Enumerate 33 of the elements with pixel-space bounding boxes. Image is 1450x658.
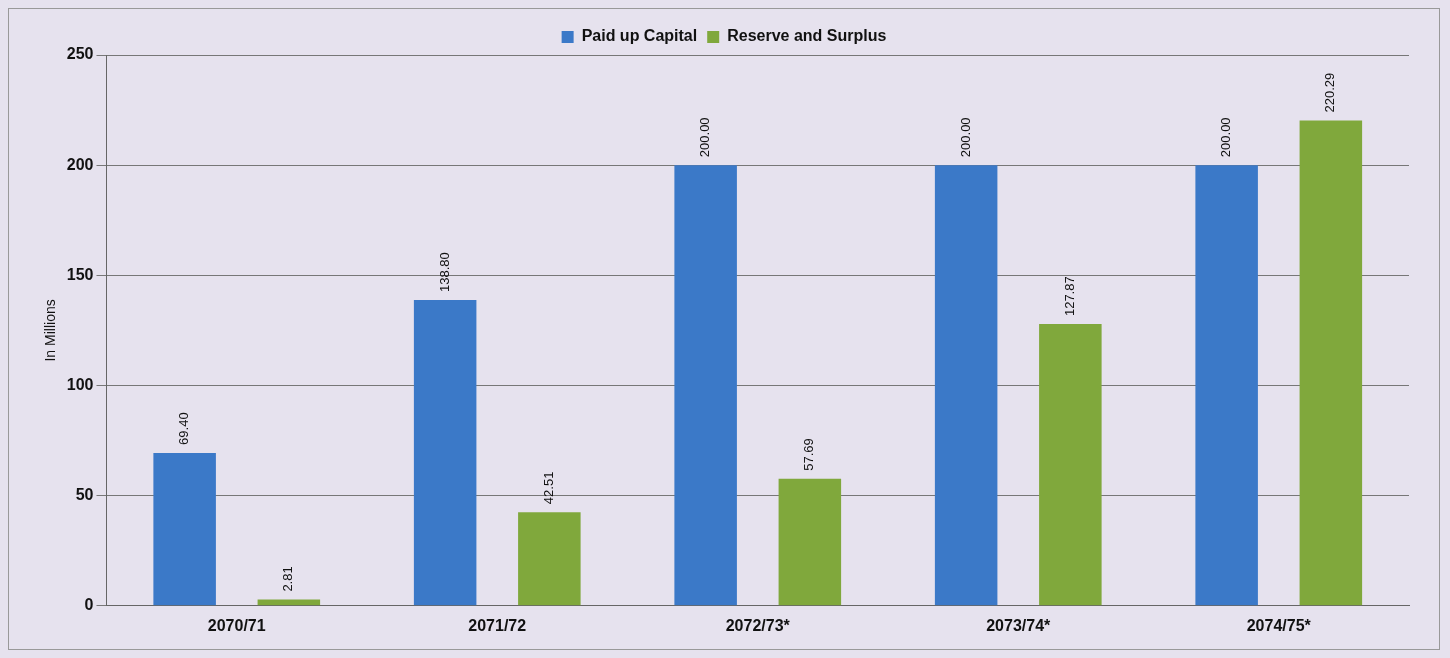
y-tick-label: 0: [84, 596, 94, 614]
y-tick-label: 100: [66, 375, 94, 393]
data-label: 138.80: [436, 252, 452, 292]
data-label: 200.00: [1218, 117, 1234, 158]
x-tick-label: 2072/73*: [725, 616, 791, 634]
bar: [413, 300, 477, 606]
x-tick-label: 2074/75*: [1246, 616, 1312, 634]
bar: [1195, 165, 1258, 606]
bar: [1299, 120, 1363, 606]
data-label: 69.40: [176, 412, 192, 445]
y-tick-label: 250: [66, 45, 94, 63]
data-label: 200.00: [697, 117, 713, 158]
x-tick-label: 2071/72: [468, 616, 527, 634]
bar: [674, 165, 737, 606]
y-tick-label: 200: [66, 155, 94, 173]
bar: [1039, 324, 1102, 606]
bar: [518, 512, 581, 606]
data-label: 127.87: [1061, 276, 1077, 317]
x-tick-label: 2073/74*: [986, 616, 1052, 634]
bar: [934, 165, 998, 606]
data-label: 200.00: [957, 117, 973, 158]
x-tick-label: 2070/71: [207, 616, 266, 634]
data-label: 220.29: [1322, 72, 1338, 113]
bar: [153, 452, 216, 606]
y-tick-label: 50: [75, 486, 94, 504]
y-tick-label: 150: [66, 265, 94, 283]
data-label: 57.69: [801, 438, 817, 471]
legend-label: Reserve and Surplus: [727, 27, 887, 45]
data-label: 2.81: [280, 566, 296, 592]
bar: [778, 478, 842, 606]
data-label: 42.51: [540, 471, 556, 505]
y-axis-title: In Millions: [42, 299, 59, 362]
legend-label: Paid up Capital: [581, 27, 698, 45]
